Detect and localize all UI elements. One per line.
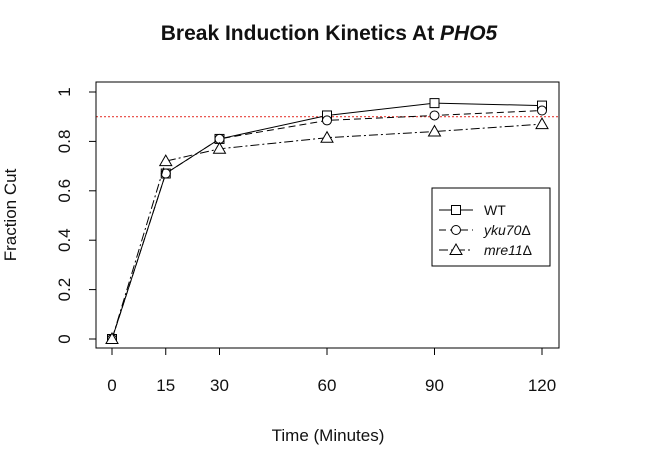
data-point (212, 141, 227, 154)
y-tick-label: 0.8 (55, 130, 74, 154)
y-tick-label: 1 (55, 87, 74, 96)
data-point (429, 98, 440, 109)
legend-marker (451, 205, 461, 215)
data-point (105, 331, 119, 344)
legend-label: WT (484, 202, 506, 218)
series-mre11 (105, 117, 549, 344)
x-tick-label: 90 (425, 376, 444, 395)
series-layer (105, 98, 549, 344)
chart-title-text: Break Induction Kinetics At (161, 22, 440, 45)
data-point (537, 105, 547, 116)
legend-label: mre11Δ (484, 242, 532, 258)
chart-title: Break Induction Kinetics At PHO5 (161, 22, 498, 45)
y-tick-label: 0.2 (55, 278, 74, 302)
y-axis-label: Fraction Cut (1, 168, 20, 261)
x-tick-label: 30 (210, 376, 229, 395)
x-axis: 0 15 30 60 90 120 (107, 347, 556, 395)
series-line (111, 123, 543, 340)
data-point (320, 130, 334, 143)
chart-title-gene: PHO5 (440, 22, 498, 45)
data-point (427, 124, 442, 137)
x-axis-label: Time (Minutes) (272, 426, 385, 445)
x-tick-label: 0 (107, 376, 116, 395)
y-tick-label: 0 (55, 334, 74, 343)
x-tick-label: 120 (528, 376, 556, 395)
y-tick-label: 0.4 (55, 228, 74, 252)
data-point (535, 117, 549, 130)
x-tick-label: 60 (318, 376, 337, 395)
y-axis: 0 0.2 0.4 0.6 0.8 1 (55, 87, 97, 344)
y-tick-label: 0.6 (55, 179, 74, 203)
legend: WT yku70Δ mre11Δ (431, 187, 551, 267)
data-point (322, 115, 332, 126)
data-point (158, 154, 173, 167)
legend-label: yku70Δ (483, 222, 531, 238)
data-point (160, 168, 171, 179)
series-line (111, 110, 543, 340)
legend-marker (451, 225, 461, 235)
data-point (429, 110, 440, 121)
legend-marker (449, 242, 463, 255)
x-tick-label: 15 (156, 376, 175, 395)
